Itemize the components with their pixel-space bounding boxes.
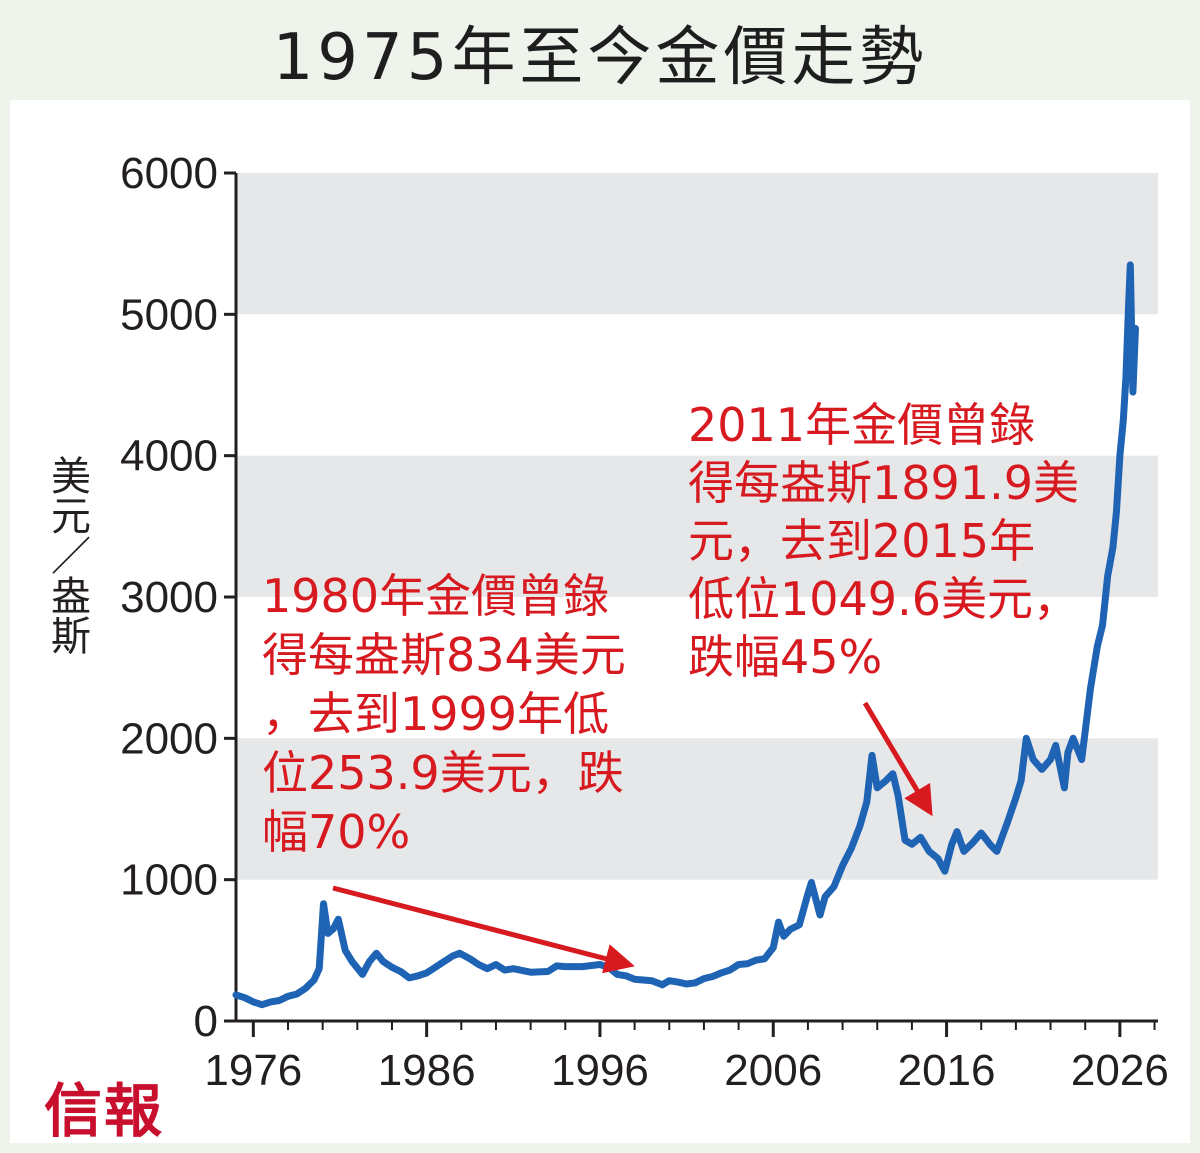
annotation-2011-line: 跌幅45% (688, 630, 882, 684)
annotation-2011: 2011年金價曾錄得每盎斯1891.9美元，去到2015年低位1049.6美元，… (688, 398, 1079, 684)
y-axis-label: 美元／盎斯 (44, 455, 90, 655)
annotation-2011-line: 低位1049.6美元， (688, 572, 1079, 626)
chart-title: 1975年至今金價走勢 (272, 21, 928, 95)
annotation-2011-line: 2011年金價曾錄 (688, 398, 1035, 452)
x-tick-label: 1986 (378, 1046, 476, 1095)
x-tick-label: 2016 (898, 1046, 996, 1095)
y-tick-label: 1000 (120, 856, 218, 905)
y-tick-label: 4000 (120, 432, 218, 481)
y-tick-label: 0 (194, 997, 218, 1046)
brand-logo: 信報 (44, 1077, 165, 1145)
x-tick-label: 1976 (204, 1046, 302, 1095)
annotation-1980-line: ，去到1999年低 (262, 687, 609, 741)
annotation-1980-line: 位253.9美元，跌 (262, 746, 624, 800)
annotation-2011-line: 元，去到2015年 (688, 514, 1035, 568)
y-tick-label: 6000 (120, 149, 218, 198)
annotation-1980-line: 幅70% (262, 805, 410, 859)
annotation-2011-line: 得每盎斯1891.9美 (688, 456, 1079, 510)
annotation-1980-line: 1980年金價曾錄 (262, 569, 609, 623)
annotation-1980-line: 得每盎斯834美元 (262, 628, 626, 682)
grid-band (236, 173, 1158, 315)
x-tick-label: 2026 (1071, 1046, 1169, 1095)
annotation-arrow-1980 (332, 885, 635, 974)
grid-band (236, 455, 1158, 597)
grid-band (236, 738, 1158, 880)
annotation-arrow-2011 (862, 701, 933, 817)
y-tick-label: 2000 (120, 714, 218, 763)
x-tick-label: 2006 (724, 1046, 822, 1095)
y-tick-label: 3000 (120, 573, 218, 622)
series-line-0 (232, 261, 1139, 1009)
y-tick-label: 5000 (120, 290, 218, 339)
x-tick-label: 1996 (551, 1046, 649, 1095)
annotation-1980: 1980年金價曾錄得每盎斯834美元，去到1999年低位253.9美元，跌幅70… (262, 569, 626, 859)
